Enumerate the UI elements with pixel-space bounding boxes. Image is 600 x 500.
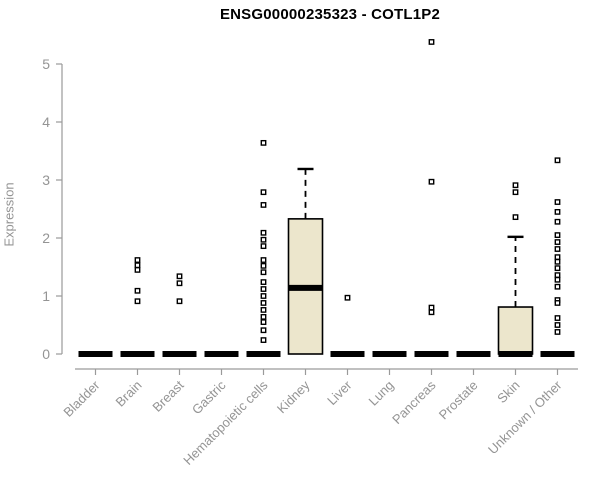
- outlier-point: [260, 139, 267, 146]
- outlier-point: [428, 39, 435, 45]
- outlier-point: [260, 286, 267, 292]
- outlier-point: [260, 257, 267, 263]
- outlier-point: [428, 309, 435, 316]
- outlier-point: [554, 258, 561, 265]
- outlier-point: [260, 269, 267, 276]
- x-axis-category-label: Bladder: [60, 377, 103, 420]
- median-bar: [120, 351, 155, 357]
- outlier-point: [176, 298, 183, 305]
- outlier-point: [344, 294, 351, 301]
- median-bar: [498, 351, 533, 357]
- outlier-point: [260, 327, 267, 334]
- box-iqr: [497, 306, 534, 355]
- outlier-point: [554, 254, 561, 261]
- outlier-point: [176, 280, 183, 287]
- outlier-point: [554, 329, 561, 335]
- outlier-point: [134, 267, 141, 273]
- outlier-point: [260, 262, 267, 269]
- median-bar: [372, 351, 407, 357]
- outlier-point: [512, 182, 519, 189]
- median-bar: [330, 351, 365, 357]
- outlier-point: [554, 315, 561, 321]
- outlier-point: [554, 272, 561, 279]
- outlier-point: [554, 232, 561, 238]
- outlier-point: [260, 202, 267, 208]
- x-axis-category-label: Gastric: [189, 377, 229, 417]
- chart-title: ENSG00000235323 - COTL1P2: [219, 6, 441, 23]
- outlier-point: [260, 189, 267, 196]
- outlier-point: [260, 300, 267, 306]
- outlier-point: [260, 319, 267, 325]
- outlier-point: [134, 262, 141, 269]
- outlier-point: [428, 178, 435, 185]
- outlier-point: [512, 214, 519, 221]
- x-axis-category-label: Skin: [494, 378, 522, 406]
- outlier-point: [554, 199, 561, 205]
- outlier-point: [554, 300, 561, 306]
- outlier-point: [554, 283, 561, 290]
- median-bar: [540, 351, 575, 357]
- median-bar: [414, 351, 449, 357]
- x-axis-category-label: Unknown / Other: [485, 377, 565, 457]
- x-axis-category-label: Pancreas: [389, 377, 439, 427]
- median-bar: [78, 351, 113, 357]
- outlier-point: [554, 276, 561, 283]
- median-bar: [162, 351, 197, 357]
- median-bar: [456, 351, 491, 357]
- outlier-point: [176, 273, 183, 280]
- outlier-point: [554, 322, 561, 328]
- median-bar: [204, 351, 239, 357]
- outlier-point: [260, 313, 267, 320]
- outlier-point: [260, 279, 267, 285]
- outlier-point: [554, 239, 561, 245]
- y-axis-tick-label: 2: [42, 230, 50, 246]
- y-axis-tick-label: 1: [42, 288, 50, 304]
- x-axis-category-label: Lung: [366, 378, 397, 409]
- outlier-point: [554, 265, 561, 272]
- outlier-point: [554, 246, 561, 252]
- outlier-point: [260, 243, 267, 250]
- outlier-point: [554, 218, 561, 225]
- x-axis-category-label: Kidney: [274, 377, 313, 416]
- outlier-point: [260, 236, 267, 243]
- y-axis-tick-label: 4: [42, 114, 50, 130]
- y-axis-tick-label: 3: [42, 172, 50, 188]
- outlier-point: [428, 304, 435, 311]
- x-axis-category-label: Brain: [113, 378, 145, 410]
- outlier-point: [260, 293, 267, 299]
- outlier-point: [554, 157, 561, 164]
- outlier-point: [554, 208, 561, 215]
- x-axis-category-label: Prostate: [436, 378, 481, 423]
- y-axis-tick-label: 0: [42, 346, 50, 362]
- y-axis-tick-label: 5: [42, 56, 50, 72]
- outlier-point: [260, 337, 267, 343]
- outlier-point: [134, 257, 141, 263]
- median-bar: [288, 284, 323, 291]
- x-axis-category-label: Breast: [149, 377, 186, 414]
- x-axis-category-label: Liver: [324, 377, 355, 408]
- outlier-point: [260, 229, 267, 236]
- outlier-point: [512, 189, 519, 196]
- outlier-point: [134, 287, 141, 294]
- outlier-point: [260, 307, 267, 313]
- outlier-point: [134, 298, 141, 305]
- median-bar: [246, 351, 281, 357]
